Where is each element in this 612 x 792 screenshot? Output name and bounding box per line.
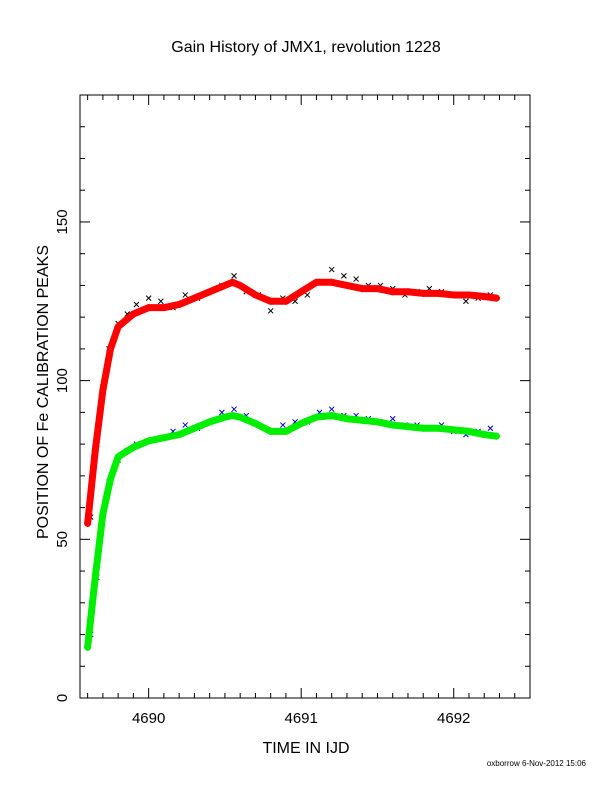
data-point-plus	[229, 278, 237, 286]
data-point-x	[487, 425, 494, 432]
data-point-plus	[175, 300, 183, 308]
data-point-plus	[114, 453, 122, 461]
data-point-plus	[343, 281, 351, 289]
data-point-plus	[145, 304, 153, 312]
data-point-x	[157, 298, 164, 305]
data-point-plus	[343, 415, 351, 423]
data-point-plus	[91, 446, 99, 454]
data-point-plus	[328, 412, 336, 420]
data-point-plus	[312, 278, 320, 286]
data-point-plus	[450, 291, 458, 299]
data-point-plus	[434, 424, 442, 432]
data-point-plus	[190, 294, 198, 302]
data-point-plus	[492, 294, 500, 302]
data-point-plus	[480, 293, 488, 301]
data-point-plus	[267, 427, 275, 435]
y-tick-label: 0	[54, 694, 71, 702]
x-tick-label: 4692	[437, 710, 470, 727]
data-point-plus	[206, 288, 214, 296]
data-point-x	[182, 292, 189, 298]
plot-frame	[79, 94, 531, 699]
data-point-plus	[450, 426, 458, 434]
data-point-plus	[404, 288, 412, 296]
data-point-plus	[236, 413, 244, 421]
data-point-plus	[160, 304, 168, 312]
y-axis-label: POSITION OF Fe CALIBRATION PEAKS	[35, 245, 52, 539]
data-point-plus	[297, 288, 305, 296]
data-point-plus	[358, 285, 366, 293]
data-point-plus	[175, 431, 183, 439]
data-point-plus	[267, 297, 275, 305]
data-point-plus	[107, 345, 115, 353]
data-point-x	[328, 406, 335, 413]
data-point-plus	[145, 437, 153, 445]
data-point-plus	[114, 323, 122, 331]
data-point-plus	[84, 643, 92, 651]
data-point-plus	[312, 413, 320, 421]
data-point-plus	[221, 281, 229, 289]
fit-curve-line	[84, 412, 500, 651]
data-point-x	[133, 301, 140, 308]
chart-title: Gain History of JMX1, revolution 1228	[171, 39, 441, 56]
data-point-plus	[229, 412, 237, 420]
footer-credit: oxborrow 6-Nov-2012 15:06	[487, 759, 587, 768]
data-point-plus	[91, 573, 99, 581]
data-point-plus	[129, 310, 137, 318]
data-point-x	[182, 422, 189, 428]
data-point-plus	[404, 423, 412, 431]
data-point-x	[353, 276, 359, 282]
data-point-plus	[465, 427, 473, 435]
data-point-x	[328, 266, 335, 273]
y-tick-label: 50	[54, 531, 71, 548]
data-point-x	[463, 298, 469, 305]
data-point-plus	[129, 443, 137, 451]
data-point-plus	[206, 418, 214, 426]
data-point-plus	[99, 386, 107, 394]
data-point-plus	[190, 424, 198, 432]
data-point-x	[267, 307, 274, 314]
x-tick-label: 4690	[132, 710, 165, 727]
data-marks	[84, 266, 500, 651]
data-point-plus	[297, 419, 305, 427]
data-point-plus	[434, 289, 442, 297]
data-point-plus	[236, 281, 244, 289]
data-point-plus	[221, 413, 229, 421]
data-point-plus	[282, 297, 290, 305]
y-tick-label: 100	[54, 368, 71, 393]
x-axis: 4690 4691 4692	[87, 95, 531, 727]
data-point-plus	[251, 291, 259, 299]
data-point-x	[341, 273, 347, 279]
data-point-x	[304, 292, 311, 298]
data-point-plus	[99, 510, 107, 518]
data-point-plus	[358, 416, 366, 424]
data-point-x	[145, 295, 152, 301]
data-point-plus	[84, 519, 92, 527]
data-point-plus	[419, 289, 427, 297]
data-point-plus	[328, 278, 336, 286]
data-point-plus	[160, 434, 168, 442]
data-point-plus	[492, 432, 500, 440]
data-point-plus	[480, 431, 488, 439]
data-point-plus	[465, 291, 473, 299]
data-point-plus	[373, 285, 381, 293]
y-axis: 0 50 100 150	[54, 94, 530, 702]
x-axis-label: TIME IN IJD	[262, 740, 349, 757]
data-point-plus	[389, 288, 397, 296]
data-point-plus	[419, 424, 427, 432]
data-point-x	[231, 273, 237, 279]
data-point-plus	[282, 427, 290, 435]
data-point-plus	[373, 418, 381, 426]
x-tick-label: 4691	[284, 710, 317, 727]
data-point-x	[231, 406, 237, 413]
data-point-x	[280, 422, 286, 428]
y-tick-label: 150	[54, 209, 71, 234]
data-point-plus	[251, 419, 259, 427]
fit-curve-line	[84, 278, 500, 527]
data-point-plus	[389, 421, 397, 429]
data-point-x	[389, 415, 396, 422]
data-point-plus	[107, 475, 115, 483]
